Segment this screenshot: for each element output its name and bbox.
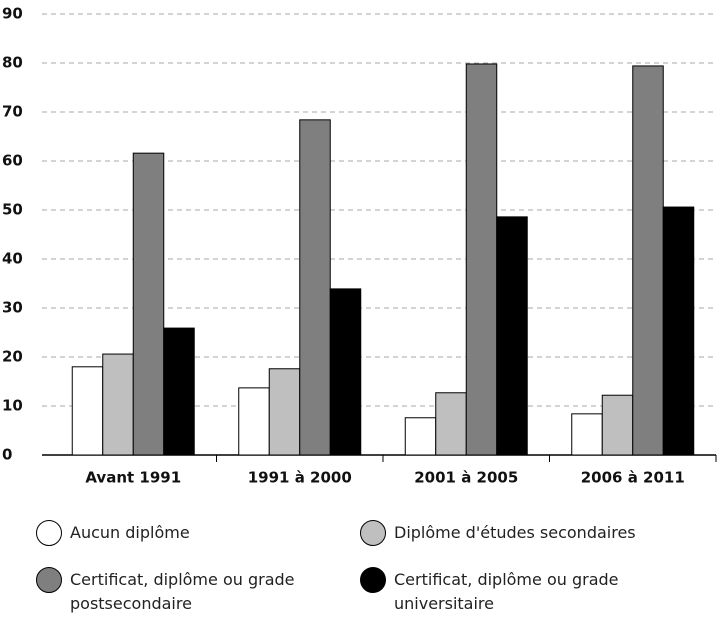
y-tick-label: 0 — [2, 446, 12, 464]
legend-label: Diplôme d'études secondaires — [394, 523, 636, 542]
bar — [435, 392, 467, 456]
legend-swatch — [360, 567, 386, 593]
y-tick-label: 90 — [2, 5, 23, 23]
x-tick-label: Avant 1991 — [85, 469, 181, 487]
x-tick-label: 2001 à 2005 — [414, 469, 518, 487]
bar — [601, 394, 634, 456]
legend-item: Aucun diplôme — [36, 520, 340, 546]
bar — [102, 353, 134, 456]
legend-label: Aucun diplôme — [70, 523, 190, 542]
x-tick-label: 2006 à 2011 — [581, 469, 685, 487]
y-tick-label: 50 — [2, 201, 23, 219]
bar — [404, 417, 437, 456]
bar — [163, 327, 195, 456]
legend-item: Certificat, diplôme ou grade postseconda… — [36, 567, 340, 616]
bar — [329, 288, 362, 456]
legend-label: Certificat, diplôme ou grade postseconda… — [70, 570, 295, 613]
bar — [71, 366, 104, 456]
bar — [238, 387, 270, 456]
bar — [662, 206, 695, 456]
bar — [571, 413, 603, 456]
bar — [632, 65, 664, 456]
bar — [132, 152, 165, 456]
bar — [268, 368, 301, 456]
y-tick-label: 10 — [2, 397, 23, 415]
legend-label: Certificat, diplôme ou grade universitai… — [394, 570, 619, 613]
legend-item: Diplôme d'études secondaires — [360, 520, 664, 546]
y-tick-label: 70 — [2, 103, 23, 121]
y-tick-label: 40 — [2, 250, 23, 268]
y-tick-label: 60 — [2, 152, 23, 170]
legend-swatch — [36, 520, 62, 546]
bar — [299, 119, 331, 456]
legend-swatch — [36, 567, 62, 593]
chart: 0 10 20 30 40 50 60 70 80 90 Avant 1991 1991 à 2000… — [2, 5, 717, 487]
bar — [496, 216, 528, 456]
x-tick-label: 1991 à 2000 — [248, 469, 352, 487]
y-tick-label: 80 — [2, 54, 23, 72]
bar — [465, 63, 498, 456]
y-tick-label: 20 — [2, 348, 23, 366]
y-tick-label: 30 — [2, 299, 23, 317]
legend-item: Certificat, diplôme ou grade universitai… — [360, 567, 664, 616]
legend-swatch — [360, 520, 386, 546]
